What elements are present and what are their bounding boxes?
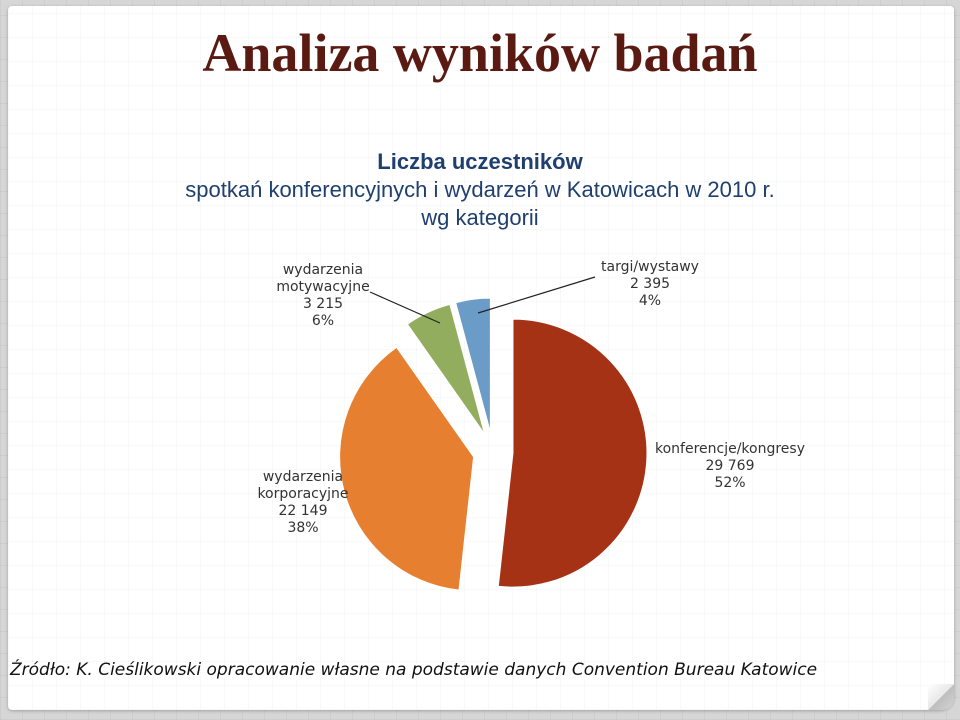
chart-title-line-1: Liczba uczestników xyxy=(377,149,583,174)
label-korporacyjne: wydarzenia korporacyjne 22 149 38% xyxy=(248,469,358,537)
label-targi-percent: 4% xyxy=(638,293,662,309)
label-motywacyjne-value: 3 215 xyxy=(302,296,344,312)
leader-line-targi xyxy=(477,276,596,314)
label-motywacyjne-name-2: motywacyjne xyxy=(276,279,370,295)
label-korporacyjne-percent: 38% xyxy=(287,520,319,536)
slide-paper xyxy=(8,6,954,710)
slide-title: Analiza wyników badań xyxy=(202,23,758,83)
label-konferencje-name: konferencje/kongresy xyxy=(654,441,805,457)
slice-motywacyjne xyxy=(406,303,486,435)
label-korporacyjne-name-2: korporacyjne xyxy=(257,486,349,502)
label-targi: targi/wystawy 2 395 4% xyxy=(590,259,710,310)
chart-title-line-2: spotkań konferencyjnych i wydarzeń w Kat… xyxy=(185,177,775,202)
chart-title: Liczba uczestników spotkań konferencyjny… xyxy=(0,148,960,232)
label-konferencje: konferencje/kongresy 29 769 52% xyxy=(650,441,810,492)
label-motywacyjne-percent: 6% xyxy=(311,313,335,329)
label-targi-name: targi/wystawy xyxy=(601,259,699,275)
page-curl xyxy=(928,684,954,710)
leader-line-motywacyjne xyxy=(369,291,441,324)
slice-korporacyjne xyxy=(339,346,475,591)
slice-konferencje xyxy=(497,318,648,588)
label-motywacyjne: wydarzenia motywacyjne 3 215 6% xyxy=(268,262,378,330)
chart-title-line-3: wg kategorii xyxy=(421,205,539,230)
label-korporacyjne-value: 22 149 xyxy=(278,503,328,519)
label-korporacyjne-name-1: wydarzenia xyxy=(262,469,344,485)
slice-targi xyxy=(455,297,491,433)
label-konferencje-value: 29 769 xyxy=(705,458,755,474)
label-targi-value: 2 395 xyxy=(629,276,671,292)
label-konferencje-percent: 52% xyxy=(714,475,746,491)
label-motywacyjne-name-1: wydarzenia xyxy=(282,262,364,278)
source-note: Źródło: K. Cieślikowski opracowanie włas… xyxy=(10,660,818,680)
